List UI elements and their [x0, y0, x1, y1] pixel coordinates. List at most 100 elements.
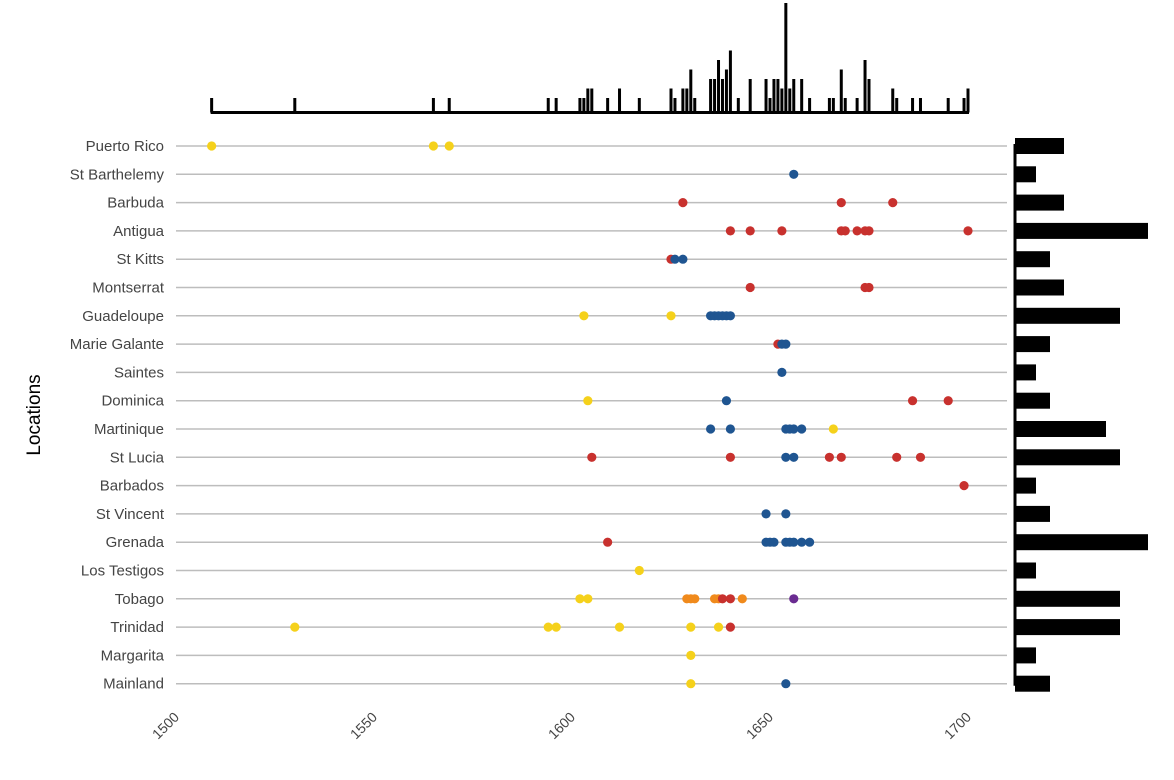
data-point [852, 226, 862, 236]
data-point [781, 509, 791, 519]
data-point [725, 311, 736, 321]
side-bar [1015, 307, 1120, 324]
data-point [725, 452, 736, 462]
data-point [836, 452, 846, 462]
histogram-bar [590, 88, 594, 113]
histogram-bar [946, 98, 950, 113]
data-point [666, 311, 676, 321]
histogram-bar [780, 88, 784, 113]
histogram-bar [728, 50, 732, 113]
data-point [543, 622, 553, 632]
location-label: St Lucia [110, 449, 165, 466]
data-points [207, 141, 973, 689]
location-label: St Vincent [96, 506, 165, 523]
location-label: Guadeloupe [82, 308, 164, 325]
location-label: Dominica [101, 393, 164, 410]
histogram-bar [293, 98, 297, 113]
data-point [706, 424, 716, 434]
histogram-bar [776, 79, 780, 113]
data-point [725, 594, 736, 604]
data-point [686, 622, 696, 632]
data-point [444, 141, 454, 151]
data-point [959, 481, 969, 491]
location-label: Puerto Rico [86, 138, 164, 155]
side-bar [1015, 251, 1050, 268]
side-bar [1015, 505, 1050, 522]
data-point [789, 594, 799, 604]
data-point [614, 622, 625, 632]
side-bar [1015, 364, 1036, 381]
histogram-bar [772, 79, 776, 113]
side-bar [1015, 619, 1120, 636]
histogram-bar [724, 69, 728, 113]
data-point [836, 198, 846, 208]
x-axis: 1500 1550 1600 1650 1700 [149, 709, 974, 742]
histogram-bar [720, 79, 724, 113]
location-label: Barbados [100, 478, 164, 495]
side-bar [1015, 477, 1036, 494]
side-bar [1015, 138, 1064, 154]
side-bar [1015, 449, 1120, 466]
histogram-bar [764, 79, 768, 113]
histogram-bar [966, 88, 970, 113]
histogram-bar [962, 98, 966, 113]
data-point [583, 396, 593, 406]
histogram-bar [808, 98, 812, 113]
data-point [717, 594, 728, 604]
data-point [670, 254, 680, 264]
histogram-bar [693, 98, 697, 113]
data-point [579, 311, 589, 321]
histogram-bar [831, 98, 835, 113]
histogram-bar [748, 79, 752, 113]
histogram-bar [918, 98, 922, 113]
x-tick-label: 1500 [149, 709, 182, 742]
data-point [690, 594, 700, 604]
data-point [781, 679, 791, 689]
data-point [797, 537, 807, 547]
side-bar [1015, 562, 1036, 579]
data-point [805, 537, 815, 547]
location-label: Margarita [101, 647, 165, 664]
data-point [761, 509, 771, 519]
histogram-bar [867, 79, 871, 113]
data-point [777, 367, 787, 377]
location-label: St Barthelemy [70, 166, 165, 183]
histogram-bar [586, 88, 590, 113]
data-point [686, 679, 696, 689]
histogram-bar [709, 79, 713, 113]
data-point [725, 622, 736, 632]
histogram-bar [673, 98, 677, 113]
location-label: Saintes [114, 364, 164, 381]
data-point [634, 565, 644, 576]
side-bar [1015, 534, 1148, 551]
histogram-bar [839, 69, 843, 113]
x-tick-label: 1550 [347, 709, 380, 742]
data-point [678, 254, 688, 264]
data-point [713, 622, 724, 632]
data-point [789, 424, 799, 434]
data-point [888, 198, 898, 208]
x-tick-label: 1700 [941, 709, 974, 742]
data-point [207, 141, 217, 151]
histogram-bar [689, 69, 693, 113]
location-labels: Puerto Rico St Barthelemy Barbuda Antigua St… [70, 138, 165, 693]
location-label: Antigua [113, 223, 165, 240]
location-label: Grenada [106, 534, 165, 551]
data-point [769, 537, 779, 547]
data-point [789, 452, 799, 462]
data-point [864, 226, 874, 236]
location-label: Trinidad [110, 619, 164, 636]
histogram-bar [582, 98, 586, 113]
location-label: Martinique [94, 421, 164, 438]
side-bar [1015, 675, 1050, 692]
data-point [943, 396, 953, 406]
data-point [907, 396, 918, 406]
histogram-bar [736, 98, 740, 113]
data-point [892, 452, 902, 462]
histogram-bar [685, 88, 689, 113]
location-count-bars [1013, 138, 1148, 692]
histogram-bar [827, 98, 831, 113]
data-point [781, 452, 791, 462]
histogram-bar [681, 88, 685, 113]
histogram-bar [891, 88, 895, 113]
